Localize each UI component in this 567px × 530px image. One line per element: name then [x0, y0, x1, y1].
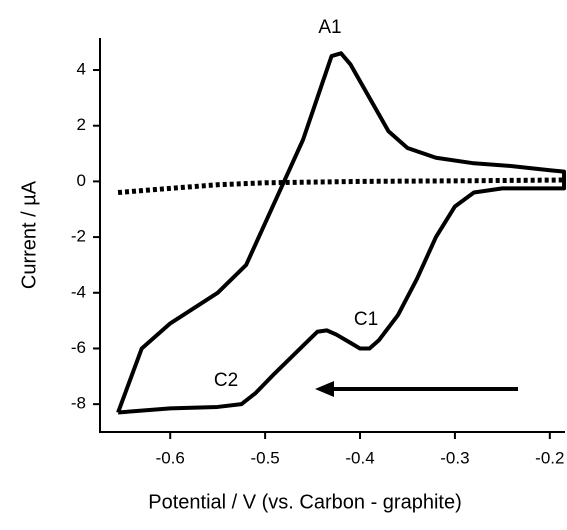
- y-tick-label: -2: [71, 227, 86, 246]
- x-tick-label: -0.5: [250, 448, 279, 467]
- x-tick-label: -0.4: [345, 448, 374, 467]
- y-tick-label: 4: [77, 60, 86, 79]
- x-tick-label: -0.6: [156, 448, 185, 467]
- x-tick-label: -0.2: [535, 448, 564, 467]
- y-tick-label: 2: [77, 115, 86, 134]
- annotation: C2: [214, 370, 238, 391]
- y-tick-label: 0: [77, 171, 86, 190]
- y-tick-label: -6: [71, 338, 86, 357]
- cv-curve: [116, 51, 567, 415]
- x-axis-title: Potential / V (vs. Carbon - graphite): [148, 491, 461, 513]
- y-axis-title: Current / µA: [18, 180, 40, 289]
- x-tick-label: -0.3: [440, 448, 469, 467]
- dashed-curve: [117, 177, 565, 196]
- y-tick-label: -8: [71, 394, 86, 413]
- annotation: C1: [354, 309, 378, 330]
- y-tick-label: -4: [71, 282, 86, 301]
- annotation: A1: [318, 17, 341, 38]
- scan-arrow-head: [315, 381, 334, 397]
